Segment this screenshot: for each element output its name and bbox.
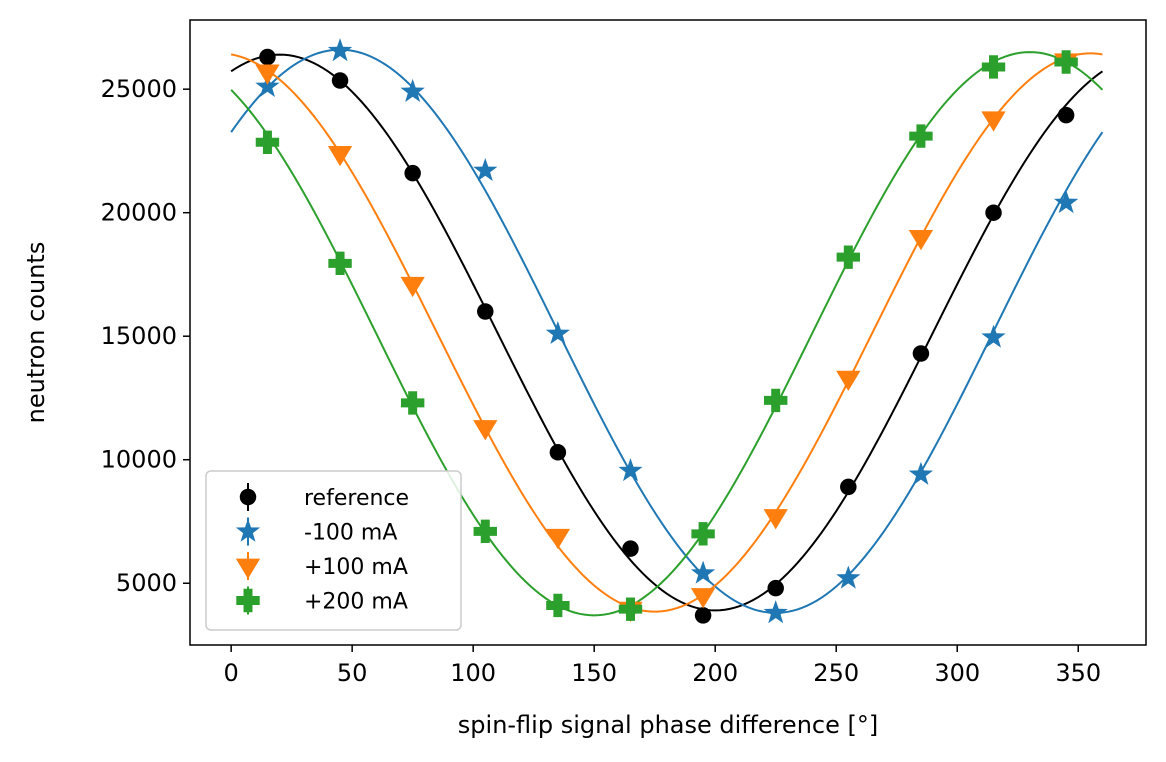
- data-point: [400, 391, 425, 415]
- y-axis: 5000 10000 15000 20000 25000: [101, 75, 190, 597]
- fit-curve: [230, 52, 1103, 613]
- data-point: [694, 607, 712, 624]
- data-point: [477, 303, 494, 320]
- data-points: [255, 38, 1079, 624]
- data-point: [912, 345, 930, 362]
- data-point: [836, 245, 861, 269]
- data-point: [1057, 106, 1075, 124]
- data-point: [981, 111, 1006, 132]
- data-point: [764, 388, 788, 413]
- x-tick-label: 300: [934, 659, 980, 687]
- data-point: [546, 593, 570, 618]
- data-point: [331, 72, 349, 89]
- data-point: [908, 229, 934, 251]
- data-point: [327, 38, 353, 62]
- legend-label: -100 mA: [304, 521, 397, 546]
- y-tick-label: 25000: [101, 75, 177, 103]
- data-point: [404, 164, 421, 182]
- fit-curve: [230, 51, 1104, 617]
- data-point: [545, 528, 571, 550]
- y-tick-label: 10000: [101, 446, 177, 474]
- y-tick-label: 20000: [101, 199, 177, 227]
- data-point: [690, 560, 716, 584]
- data-point: [255, 73, 280, 98]
- legend-marker: [239, 488, 257, 506]
- data-point: [909, 124, 933, 148]
- data-point: [1054, 190, 1079, 214]
- data-point: [328, 251, 352, 276]
- data-point: [981, 55, 1006, 79]
- data-point: [545, 320, 570, 345]
- x-tick-label: 350: [1055, 659, 1101, 687]
- series-points: [255, 38, 1079, 624]
- data-point: [836, 565, 861, 589]
- fit-curve: [230, 48, 1104, 614]
- fit-curves: [230, 48, 1104, 617]
- x-axis-label: spin-flip signal phase difference [°]: [458, 711, 878, 739]
- data-point: [908, 461, 934, 485]
- x-tick-label: 150: [571, 659, 617, 687]
- x-tick-label: 250: [813, 659, 859, 687]
- legend-box: [205, 470, 462, 631]
- x-tick-label: 50: [337, 659, 368, 687]
- data-point: [473, 157, 498, 182]
- y-tick-label: 5000: [116, 569, 177, 597]
- data-point: [473, 519, 497, 544]
- x-axis: 0 50 100 150 200 250 300 350: [224, 645, 1101, 687]
- fit-curve: [230, 53, 1104, 612]
- data-point: [549, 444, 567, 461]
- legend-label: +200 mA: [304, 590, 408, 615]
- data-point: [1054, 50, 1078, 74]
- data-point: [255, 130, 280, 154]
- data-point: [622, 540, 639, 557]
- data-point: [400, 78, 425, 102]
- x-tick-label: 200: [692, 659, 738, 687]
- legend-label: reference: [304, 486, 409, 511]
- data-point: [690, 588, 716, 609]
- data-point: [327, 145, 353, 167]
- legend-marker: [235, 558, 261, 579]
- y-axis-label: neutron counts: [22, 242, 50, 424]
- data-point: [763, 600, 788, 624]
- data-point: [840, 478, 857, 496]
- data-point: [691, 522, 715, 546]
- data-point: [618, 597, 643, 621]
- data-point: [473, 420, 498, 441]
- data-point: [767, 579, 784, 597]
- data-point: [255, 64, 280, 85]
- data-point: [763, 509, 788, 530]
- legend-marker: [236, 588, 260, 613]
- data-point: [618, 458, 643, 482]
- legend: reference -100 mA +100 mA +200 mA: [205, 470, 462, 631]
- series-points: [255, 50, 1078, 621]
- y-tick-label: 15000: [101, 322, 177, 350]
- data-point: [985, 204, 1002, 221]
- series-points: [259, 48, 1075, 624]
- legend-marker: [235, 518, 261, 542]
- legend-label: +100 mA: [304, 555, 408, 580]
- plot-frame: [189, 19, 1147, 646]
- data-point: [259, 48, 276, 66]
- x-tick-label: 0: [224, 659, 239, 687]
- x-tick-label: 100: [450, 659, 496, 687]
- data-point: [981, 324, 1006, 348]
- data-point: [400, 276, 425, 298]
- data-point: [836, 370, 861, 392]
